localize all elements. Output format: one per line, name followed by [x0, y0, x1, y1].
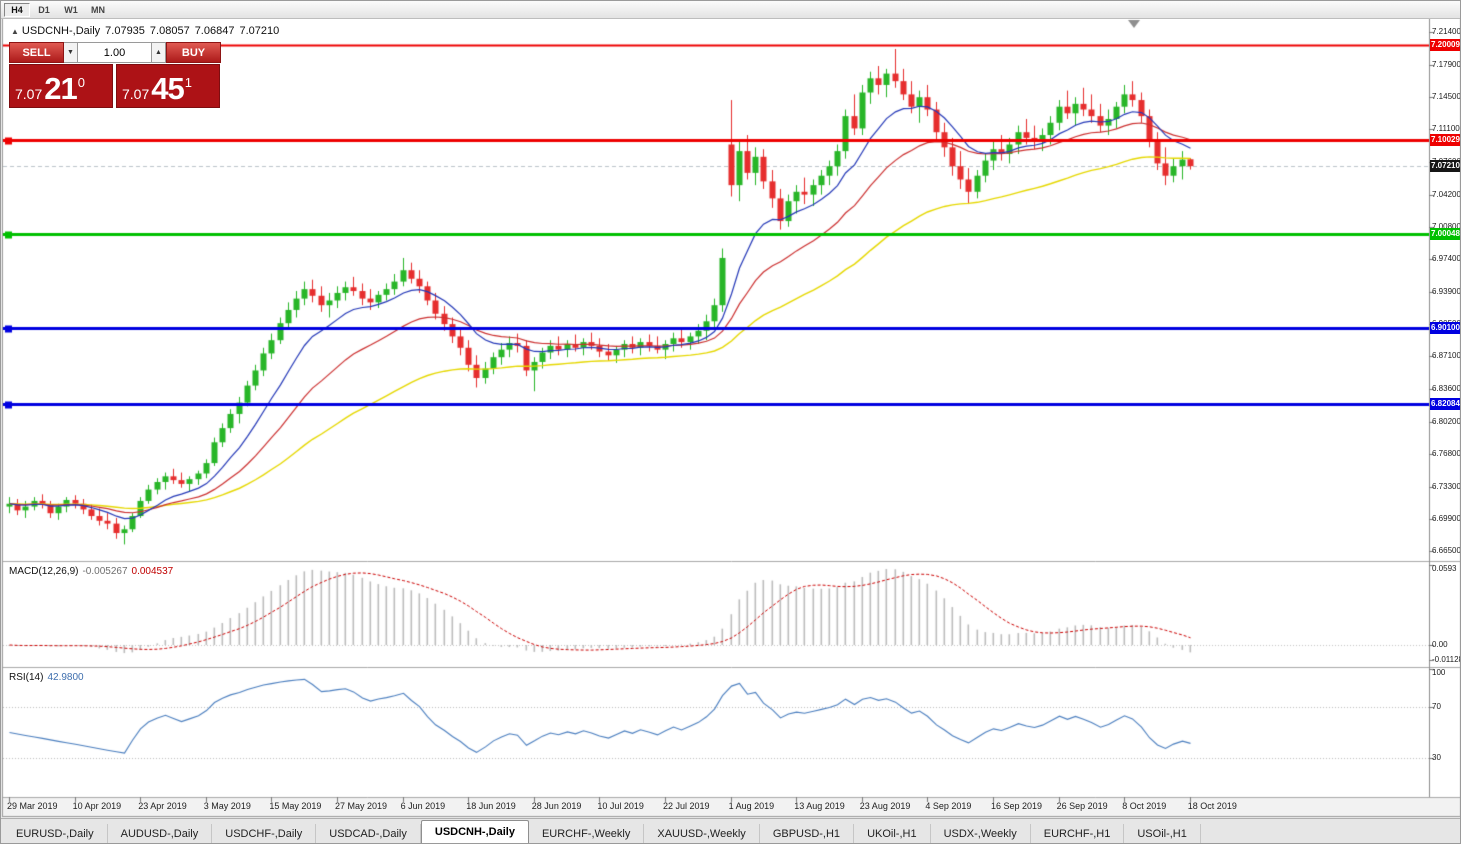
chart-tab-gbpusd-h1[interactable]: GBPUSD-,H1 [760, 824, 855, 843]
timeframe-toolbar: H4 D1 W1 MN [1, 1, 1460, 19]
chart-tab-usdcnh-daily[interactable]: USDCNH-,Daily [420, 820, 529, 843]
macd-value: -0.005267 [82, 566, 128, 577]
volume-increase-icon[interactable]: ▲ [152, 42, 166, 63]
sell-price-whole: 7.07 [15, 86, 43, 102]
chart-tab-usoil-h1[interactable]: USOil-,H1 [1124, 824, 1201, 843]
buy-price-whole: 7.07 [122, 86, 150, 102]
rsi-name: RSI(14) [9, 672, 44, 683]
timeframe-button-d1[interactable]: D1 [38, 4, 50, 15]
sell-price-point: 0 [77, 75, 85, 90]
chart-tab-usdx-weekly[interactable]: USDX-,Weekly [931, 824, 1031, 843]
sell-button[interactable]: SELL [9, 42, 64, 63]
buy-price-pips: 45 [151, 71, 184, 106]
volume-decrease-icon[interactable]: ▼ [64, 42, 78, 63]
chart-tab-xauusd-weekly[interactable]: XAUUSD-,Weekly [644, 824, 760, 843]
collapse-arrow-icon: ▲ [11, 27, 19, 36]
macd-name: MACD(12,26,9) [9, 566, 79, 577]
timeframe-button-w1[interactable]: W1 [64, 4, 78, 15]
buy-button[interactable]: BUY [166, 42, 221, 63]
buy-price-point: 1 [184, 75, 192, 90]
chart-tab-usdchf-daily[interactable]: USDCHF-,Daily [212, 824, 317, 843]
ohlc-close: 7.07210 [239, 25, 280, 37]
sell-price-pips: 21 [44, 71, 77, 106]
chart-tab-eurusd-daily[interactable]: EURUSD-,Daily [3, 824, 108, 843]
chart-symbol: USDCNH-,Daily [21, 25, 101, 37]
macd-indicator-label: MACD(12,26,9) -0.005267 0.004537 [9, 566, 177, 577]
chart-tab-eurchf-weekly[interactable]: EURCHF-,Weekly [529, 824, 645, 843]
chart-tab-eurchf-h1[interactable]: EURCHF-,H1 [1031, 824, 1125, 843]
macd-signal-value: 0.004537 [131, 566, 174, 577]
chart-tab-ukoil-h1[interactable]: UKOil-,H1 [854, 824, 931, 843]
volume-input[interactable] [78, 42, 152, 63]
chart-tab-usdcad-daily[interactable]: USDCAD-,Daily [316, 824, 421, 843]
timeframe-buttons: H4 D1 W1 MN [4, 2, 112, 17]
buy-price-display[interactable]: 7.07 45 1 [116, 64, 220, 108]
ohlc-open: 7.07935 [105, 25, 145, 37]
rsi-value: 42.9800 [47, 672, 84, 683]
chart-title: ▲ USDCNH-,Daily 7.07935 7.08057 7.06847 7.072… [11, 25, 284, 37]
one-click-trading-panel: SELL ▼ ▲ BUY 7.07 21 0 7.07 45 1 [9, 42, 221, 108]
ohlc-high: 7.08057 [149, 25, 190, 37]
timeframe-button-h4[interactable]: H4 [4, 2, 30, 17]
ohlc-low: 7.06847 [194, 25, 235, 37]
chart-tab-bar: EURUSD-,Daily AUDUSD-,Daily USDCHF-,Daily U… [1, 818, 1460, 843]
chart-tab-audusd-daily[interactable]: AUDUSD-,Daily [108, 824, 213, 843]
rsi-indicator-label: RSI(14) 42.9800 [9, 672, 88, 683]
sell-price-display[interactable]: 7.07 21 0 [9, 64, 113, 108]
timeframe-button-mn[interactable]: MN [91, 4, 105, 15]
